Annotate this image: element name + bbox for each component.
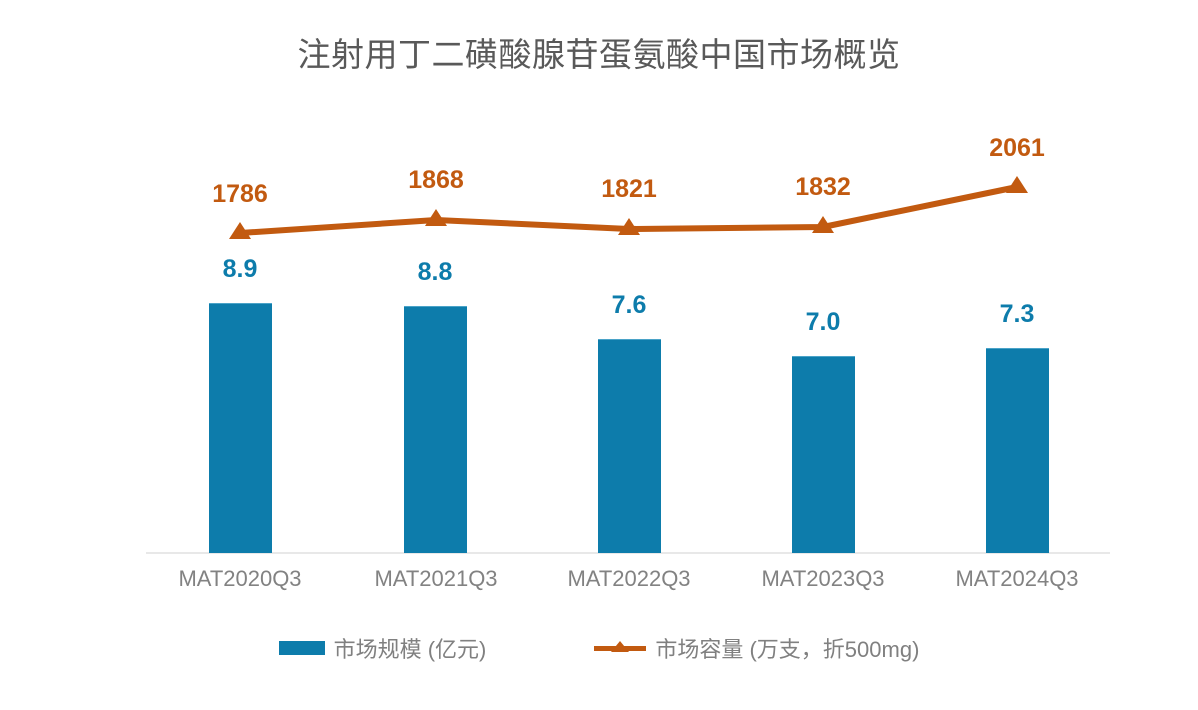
chart-title: 注射用丁二磺酸腺苷蛋氨酸中国市场概览	[297, 36, 901, 73]
bar-mat2023q3[interactable]	[792, 356, 855, 553]
line-marker-triangle[interactable]	[812, 216, 834, 233]
bar-value-label: 7.6	[611, 291, 647, 319]
legend-square-icon	[278, 641, 325, 655]
bar-value-label: 8.8	[417, 258, 453, 286]
legend-item-market-size[interactable]: 市场规模 (亿元)	[278, 632, 487, 664]
bar-mat2022q3[interactable]	[598, 339, 661, 553]
line-marker-triangle[interactable]	[425, 209, 447, 226]
line-value-label: 1832	[795, 173, 851, 201]
legend-line-triangle-icon	[594, 640, 647, 656]
x-axis-label-mat2022q3: MAT2022Q3	[567, 566, 691, 591]
legend-item-market-volume[interactable]: 市场容量 (万支，折500mg)	[594, 632, 919, 664]
bar-value-label: 8.9	[222, 255, 258, 283]
x-axis-label-mat2023q3: MAT2023Q3	[761, 566, 885, 591]
chart-legend: 市场规模 (亿元) 市场容量 (万支，折500mg)	[0, 632, 1198, 664]
line-marker-triangle[interactable]	[1006, 176, 1028, 193]
bar-mat2024q3[interactable]	[986, 348, 1049, 553]
line-value-label: 1868	[408, 166, 464, 194]
x-axis-label-mat2020q3: MAT2020Q3	[178, 566, 302, 591]
bar-value-label: 7.3	[999, 300, 1035, 328]
legend-label: 市场容量 (万支，折500mg)	[655, 637, 920, 662]
line-marker-triangle[interactable]	[618, 218, 640, 235]
bar-mat2020q3[interactable]	[209, 303, 272, 553]
line-marker-triangle[interactable]	[229, 222, 251, 239]
line-value-label: 1821	[601, 175, 657, 203]
line-value-label: 1786	[212, 180, 268, 208]
x-axis-line	[146, 552, 1110, 554]
x-axis-label-mat2024q3: MAT2024Q3	[955, 566, 1079, 591]
line-value-label: 2061	[989, 134, 1045, 162]
legend-label: 市场规模 (亿元)	[333, 637, 487, 662]
legend-triangle-marker-icon	[611, 641, 630, 652]
bar-value-label: 7.0	[805, 308, 841, 336]
bar-mat2021q3[interactable]	[404, 306, 467, 553]
x-axis-label-mat2021q3: MAT2021Q3	[374, 566, 498, 591]
